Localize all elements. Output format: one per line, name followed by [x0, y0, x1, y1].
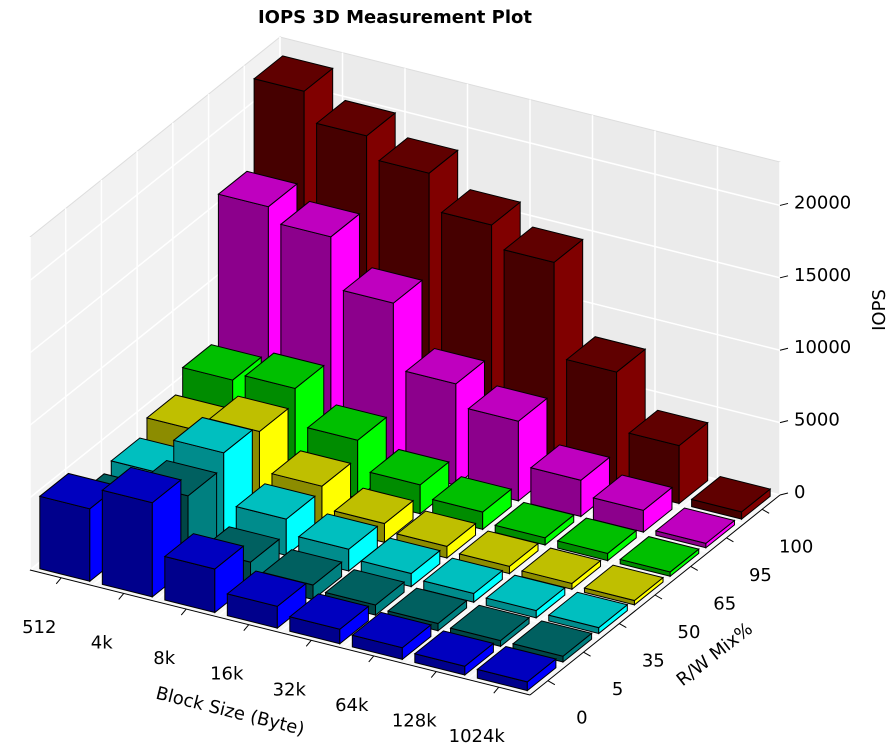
bar-top [654, 507, 736, 544]
bar-top [279, 200, 361, 238]
bar-top [172, 416, 254, 454]
bar-top [529, 444, 611, 481]
x-axis-line [29, 569, 531, 696]
bars [38, 55, 772, 692]
z-tick-label: 10000 [794, 337, 851, 358]
x-tick-label: 4k [91, 632, 113, 653]
bar-top [333, 487, 415, 525]
y-tick-label: 0 [576, 708, 587, 729]
z-tick-label: 5000 [794, 410, 840, 431]
bar-top [395, 510, 477, 547]
z-tick [779, 347, 789, 351]
bar-top [422, 557, 504, 595]
bar-top [458, 530, 540, 567]
y-tick-label: 65 [713, 593, 736, 614]
bar-top [520, 547, 602, 584]
bar-top [369, 448, 450, 486]
z-axis-title: IOPS [869, 289, 890, 331]
x-tick-label: 16k [210, 664, 244, 685]
bar-top [556, 517, 638, 554]
bar-top [181, 344, 263, 381]
y-tick [761, 508, 770, 514]
y-tick-label: 5 [612, 679, 623, 700]
bar-top [297, 513, 379, 550]
x-tick [55, 577, 62, 585]
x-tick-label: 32k [273, 679, 307, 700]
x-tick-label: 64k [335, 695, 369, 716]
x-tick-label: 512 [22, 617, 56, 638]
bar-top [547, 591, 629, 629]
bar-top [306, 404, 388, 441]
bar-top [288, 593, 370, 630]
bar-front [101, 489, 153, 598]
bar-top [217, 170, 299, 208]
bar-top [592, 474, 674, 511]
x-tick [243, 624, 250, 632]
grid-line-floor [467, 478, 718, 680]
bar-front [39, 495, 91, 582]
bar-top [628, 409, 709, 447]
y-tick-label: 100 [779, 536, 813, 557]
bar-top [404, 347, 486, 385]
bar-top [467, 385, 549, 422]
bar-top [485, 574, 566, 612]
x-tick-label: 8k [153, 648, 175, 669]
bar-top [413, 630, 495, 667]
bar-top [342, 267, 424, 304]
bar-top [431, 476, 513, 513]
bar-top [476, 645, 557, 683]
z-tick-label: 20000 [794, 192, 851, 213]
y-tick-label: 95 [749, 565, 772, 586]
bar-top [511, 620, 593, 657]
bar-top [386, 587, 468, 625]
bar-top [253, 55, 334, 92]
z-tick [779, 492, 789, 496]
bar-top [163, 533, 245, 570]
x-tick-label: 128k [392, 711, 437, 732]
y-tick [654, 594, 663, 600]
z-tick-label: 15000 [794, 265, 851, 286]
bar-top [440, 189, 522, 226]
bar-top [494, 501, 575, 539]
bar-top [235, 483, 316, 520]
bar-top [101, 466, 182, 504]
y-tick-label: 35 [642, 651, 665, 672]
y-tick [583, 651, 591, 657]
x-tick [180, 608, 187, 616]
y-tick [547, 680, 556, 686]
bar-top [315, 99, 397, 137]
y-tick [619, 623, 627, 629]
y-tick-label: 50 [678, 622, 701, 643]
bar-top [270, 450, 352, 487]
bar-top [690, 476, 772, 513]
bar-top [449, 604, 531, 642]
z-tick [779, 420, 789, 424]
bar-top [503, 226, 584, 263]
y-tick [726, 537, 734, 543]
chart-title: IOPS 3D Measurement Plot [258, 7, 532, 28]
bar-top [324, 569, 406, 606]
z-tick-label: 0 [794, 482, 805, 503]
z-tick [779, 202, 789, 206]
x-tick [118, 593, 125, 600]
bar-top [351, 611, 432, 649]
x-tick [305, 639, 312, 647]
bar-top [360, 537, 441, 575]
bar-top [378, 137, 459, 174]
bar-top [226, 570, 307, 607]
bar-top [244, 352, 325, 389]
x-tick [493, 686, 500, 694]
bar-top [619, 536, 700, 573]
y-tick [690, 565, 698, 571]
x-tick-label: 1024k [449, 726, 506, 745]
bar-top [565, 336, 647, 373]
bar-top [583, 564, 665, 602]
x-tick [430, 671, 437, 678]
z-tick [779, 275, 789, 279]
x-tick [368, 655, 375, 663]
